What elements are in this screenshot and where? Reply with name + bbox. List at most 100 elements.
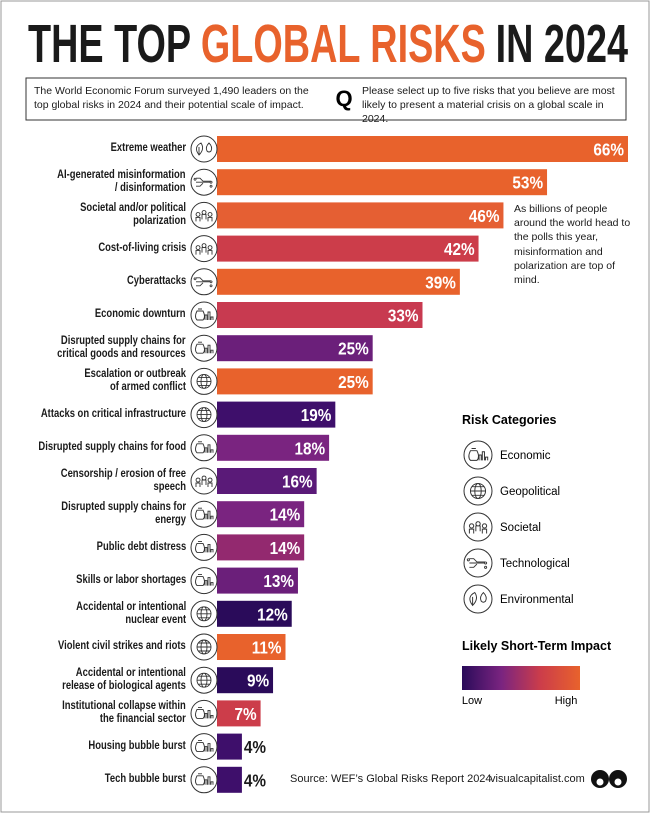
icon-glyph [196, 373, 212, 389]
category-label-box: Housing bubble burst [0, 730, 186, 764]
icon-glyph [195, 507, 214, 520]
legend-label: Economic [500, 450, 551, 462]
logo-part [614, 778, 622, 786]
bar [217, 136, 628, 162]
icon-glyph [196, 407, 212, 423]
icon-glyph [196, 142, 213, 156]
category-label-box: Economic downturn [0, 298, 186, 332]
category-icon [190, 567, 218, 595]
bar [217, 169, 548, 196]
icon-glyph [193, 177, 213, 188]
value-label: 66% [593, 139, 624, 159]
icon-circle [190, 467, 218, 495]
icon-glyph [195, 243, 213, 255]
icon-glyph [195, 308, 214, 321]
bar [217, 434, 330, 461]
value-label: 46% [469, 206, 500, 226]
category-label-box: Public debt distress [0, 530, 186, 564]
category-label-box: Cyberattacks [0, 265, 186, 299]
value-label: 25% [338, 372, 369, 392]
bar [217, 202, 504, 229]
title-part: THE TOP [28, 14, 191, 74]
value-label: 4% [244, 770, 266, 790]
category-label: Institutional collapse within the financ… [62, 700, 186, 726]
category-label: Violent civil strikes and riots [58, 640, 186, 653]
legend-label: Societal [500, 522, 541, 534]
value-label: 39% [425, 272, 456, 292]
category-label: Disrupted supply chains for energy [61, 500, 187, 527]
value-label: 11% [252, 637, 282, 657]
category-label-box: Societal and/or political polarization [0, 198, 186, 232]
category-icon [190, 500, 218, 528]
icon-glyph [195, 706, 214, 719]
bar [217, 501, 305, 528]
icon-glyph [196, 672, 212, 688]
icon-glyph [195, 740, 214, 753]
category-icon [463, 476, 493, 506]
category-label: Disrupted supply chains for critical goo… [57, 334, 186, 361]
category-label-box: Disrupted supply chains for food [0, 431, 186, 465]
logo [591, 770, 627, 788]
value-label: 9% [247, 671, 269, 691]
category-icon [190, 135, 218, 163]
bar [217, 335, 373, 362]
value-label: 12% [257, 604, 288, 624]
category-label-box: Skills or labor shortages [0, 564, 186, 598]
bar [217, 634, 286, 660]
annotation: As billions of people around the world h… [514, 203, 631, 286]
icon-glyph [466, 558, 488, 569]
bar [217, 268, 460, 295]
icon-glyph [195, 773, 214, 786]
bar [217, 235, 479, 262]
category-icon [463, 548, 493, 578]
icon-glyph [469, 591, 487, 607]
category-label-box: Accidental or intentional nuclear event [0, 597, 186, 631]
category-label: Public debt distress [96, 540, 186, 553]
category-icon [190, 467, 218, 495]
category-label-box: Escalation or outbreak of armed conflict [0, 364, 186, 398]
value-label: 14% [270, 505, 301, 525]
legend-label: Technological [500, 558, 570, 570]
icon-glyph [195, 475, 213, 487]
category-label-box: Attacks on critical infrastructure [0, 398, 186, 432]
legend-label: Environmental [500, 594, 574, 606]
bar [217, 534, 305, 561]
category-label: Accidental or intentional release of bio… [62, 666, 186, 693]
category-label: Cyberattacks [126, 275, 186, 288]
icon-circle [190, 235, 218, 263]
category-icon [190, 434, 218, 462]
category-icon [463, 440, 493, 470]
bar [217, 567, 298, 594]
category-label: Societal and/or political polarization [80, 202, 186, 228]
value-label: 7% [234, 704, 256, 724]
icon-circle [463, 512, 493, 542]
category-icon [190, 666, 218, 694]
category-label-box: Cost-of-living crisis [0, 232, 186, 266]
value-label: 13% [263, 571, 294, 591]
category-label: Escalation or outbreak of armed conflict [84, 368, 186, 394]
icon-circle [463, 584, 493, 614]
icon-glyph [195, 209, 213, 222]
legend-label: Geopolitical [500, 486, 560, 498]
impact-gradient [462, 666, 580, 690]
category-icon [463, 584, 493, 614]
value-label: 25% [338, 339, 369, 359]
title-part: IN 2024 [496, 14, 628, 74]
brand: visualcapitalist.com [490, 773, 585, 785]
icon-glyph [195, 341, 214, 354]
category-label-box: Institutional collapse within the financ… [0, 696, 186, 730]
bar [217, 368, 373, 395]
bar [217, 600, 292, 627]
bar [217, 468, 317, 494]
icon-glyph [195, 574, 214, 587]
category-label-box: Disrupted supply chains for energy [0, 497, 186, 531]
icon-glyph [468, 448, 489, 461]
category-icon [190, 633, 218, 661]
info-box [25, 77, 627, 121]
value-label: 42% [444, 239, 475, 259]
bar [217, 302, 423, 328]
value-label: 4% [244, 737, 266, 757]
bar [217, 700, 261, 727]
category-label-box: Tech bubble burst [0, 763, 186, 797]
